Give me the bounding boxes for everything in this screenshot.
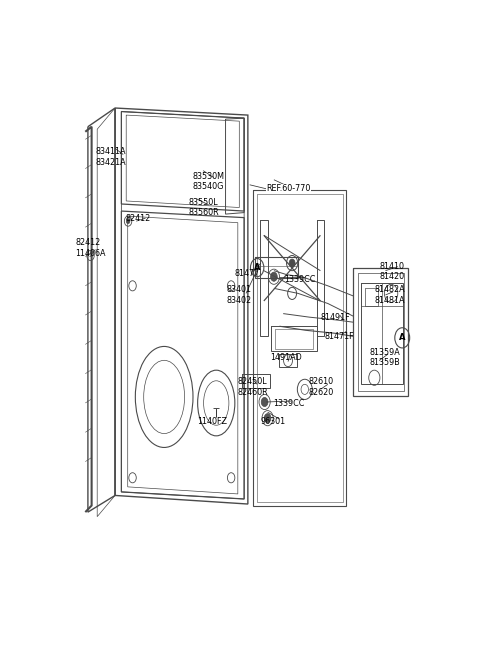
Text: 82412: 82412: [125, 214, 150, 222]
Text: REF.60-770: REF.60-770: [266, 184, 311, 194]
Text: 1140FZ: 1140FZ: [197, 417, 227, 426]
Text: 82610
82620: 82610 82620: [309, 377, 334, 396]
Circle shape: [271, 272, 277, 281]
Text: 83411A
83421A: 83411A 83421A: [96, 148, 126, 167]
Text: 81491F: 81491F: [321, 313, 350, 321]
Text: 81477: 81477: [234, 269, 259, 277]
Text: 83550L
83560R: 83550L 83560R: [188, 198, 219, 217]
Text: 96301: 96301: [260, 417, 285, 426]
Text: 1339CC: 1339CC: [273, 398, 304, 407]
Text: 81410
81420: 81410 81420: [379, 262, 404, 281]
Text: 83530M
83540G: 83530M 83540G: [192, 172, 224, 192]
Circle shape: [261, 398, 268, 407]
Text: 81471F: 81471F: [324, 332, 354, 341]
Text: 81482A
81481A: 81482A 81481A: [374, 285, 405, 304]
Text: 81359A
81359B: 81359A 81359B: [370, 348, 400, 367]
Text: 82450L
82460R: 82450L 82460R: [238, 377, 268, 396]
Circle shape: [126, 218, 130, 224]
Text: A: A: [399, 333, 406, 342]
Circle shape: [289, 259, 295, 267]
Text: 1339CC: 1339CC: [284, 275, 315, 284]
Text: A: A: [254, 263, 261, 272]
Circle shape: [264, 414, 271, 422]
Text: 83401
83402: 83401 83402: [227, 285, 252, 304]
Text: 82412
11406A: 82412 11406A: [76, 238, 106, 258]
Text: REF.60-770: REF.60-770: [266, 184, 311, 194]
Text: 1491AD: 1491AD: [270, 353, 302, 362]
